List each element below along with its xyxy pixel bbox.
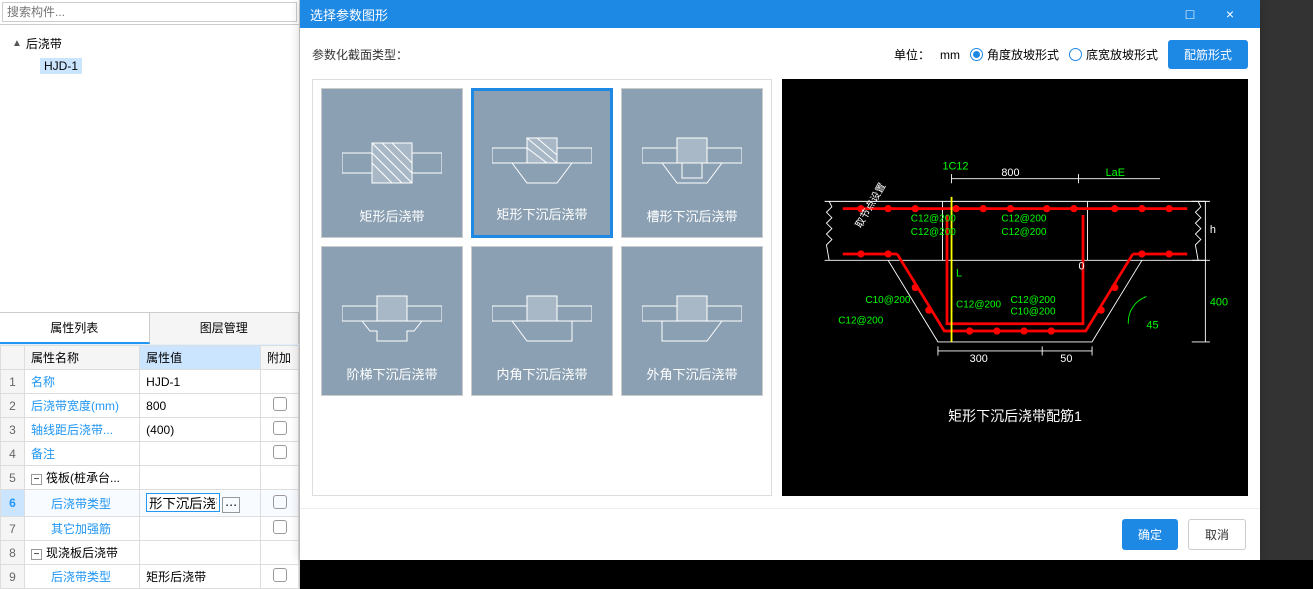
table-row[interactable]: 5−筏板(桩承台... [1,466,299,490]
svg-text:0: 0 [1078,260,1084,272]
tree-root-label: 后浇带 [26,35,62,52]
table-row[interactable]: 9后浇带类型矩形后浇带 [1,565,299,589]
svg-text:取节点设置: 取节点设置 [853,181,888,230]
svg-text:800: 800 [1001,167,1019,179]
unit-value: mm [940,48,960,62]
radio-angle-label: 角度放坡形式 [987,46,1059,63]
ok-button[interactable]: 确定 [1122,519,1178,550]
rebar-form-button[interactable]: 配筋形式 [1168,40,1248,69]
thumbnail-panel: 矩形后浇带矩形下沉后浇带槽形下沉后浇带阶梯下沉后浇带内角下沉后浇带外角下沉后浇带 [312,79,772,496]
search-box [0,0,299,25]
svg-text:h: h [1210,224,1216,236]
table-row[interactable]: 8−现浇板后浇带 [1,541,299,565]
preview-panel: 1C12 800 LaE h 0 400 L 300 50 45 取节点设置 C… [782,79,1248,496]
svg-text:C12@200: C12@200 [956,299,1001,310]
left-panel: ▲ 后浇带 HJD-1 属性列表 图层管理 属性名称 属性值 附加 1名称HJD… [0,0,300,589]
dialog-footer: 确定 取消 [300,508,1260,560]
cad-canvas-strip [300,560,1313,589]
dialog-toolbar: 参数化截面类型： 单位： mm 角度放坡形式 底宽放坡形式 配筋形式 [312,40,1248,69]
svg-text:C10@200: C10@200 [865,295,910,306]
svg-text:45: 45 [1146,319,1158,331]
dialog-title-text: 选择参数图形 [310,5,1170,24]
section-thumbnail[interactable]: 阶梯下沉后浇带 [321,246,463,396]
table-row[interactable]: 3轴线距后浇带...(400) [1,418,299,442]
tree-child[interactable]: HJD-1 [40,58,287,74]
svg-text:C12@200: C12@200 [1010,295,1055,306]
radio-angle-slope[interactable]: 角度放坡形式 [970,46,1059,63]
section-type-label: 参数化截面类型： [312,46,408,63]
radio-dot-icon [1069,48,1082,61]
section-thumbnail[interactable]: 槽形下沉后浇带 [621,88,763,238]
svg-text:C10@200: C10@200 [1010,307,1055,318]
svg-text:L: L [956,268,962,280]
tree-caret-icon: ▲ [12,38,22,49]
svg-text:C12@200: C12@200 [911,227,956,238]
radio-bottom-width[interactable]: 底宽放坡形式 [1069,46,1158,63]
table-row[interactable]: 1名称HJD-1 [1,370,299,394]
svg-text:300: 300 [970,353,988,365]
svg-text:50: 50 [1060,353,1072,365]
param-dialog: 选择参数图形 □ × 参数化截面类型： 单位： mm 角度放坡形式 底宽放坡形式… [300,0,1260,560]
cancel-button[interactable]: 取消 [1188,519,1246,550]
search-input[interactable] [2,2,297,22]
radio-dot-icon [970,48,983,61]
close-icon[interactable]: × [1210,4,1250,24]
preview-title: 矩形下沉后浇带配筋1 [948,406,1082,426]
preview-svg: 1C12 800 LaE h 0 400 L 300 50 45 取节点设置 C… [782,79,1248,496]
table-row[interactable]: 6后浇带类型⋯ [1,490,299,517]
svg-text:C12@200: C12@200 [1001,213,1046,224]
svg-text:400: 400 [1210,297,1228,309]
dialog-titlebar: 选择参数图形 □ × [300,0,1260,28]
component-tree: ▲ 后浇带 HJD-1 [0,25,299,312]
table-row[interactable]: 2后浇带宽度(mm)800 [1,394,299,418]
table-row[interactable]: 4备注 [1,442,299,466]
table-row[interactable]: 7其它加强筋 [1,517,299,541]
svg-text:C12@200: C12@200 [911,213,956,224]
maximize-icon[interactable]: □ [1170,4,1210,24]
svg-text:1C12: 1C12 [942,161,968,173]
tree-root[interactable]: ▲ 后浇带 [12,33,287,54]
tab-layers[interactable]: 图层管理 [150,313,300,344]
section-thumbnail[interactable]: 矩形下沉后浇带 [471,88,613,238]
tab-properties[interactable]: 属性列表 [0,313,150,344]
section-thumbnail[interactable]: 矩形后浇带 [321,88,463,238]
property-tabs: 属性列表 图层管理 [0,312,299,345]
svg-text:C12@200: C12@200 [838,316,883,327]
tree-child-label: HJD-1 [40,58,82,74]
col-value: 属性值 [140,346,261,370]
col-extra: 附加 [261,346,299,370]
section-thumbnail[interactable]: 内角下沉后浇带 [471,246,613,396]
section-thumbnail[interactable]: 外角下沉后浇带 [621,246,763,396]
radio-bottom-label: 底宽放坡形式 [1086,46,1158,63]
svg-text:LaE: LaE [1106,167,1125,179]
col-name: 属性名称 [25,346,140,370]
col-idx [1,346,25,370]
svg-text:C12@200: C12@200 [1001,227,1046,238]
unit-label: 单位： [894,46,930,63]
property-table: 属性名称 属性值 附加 1名称HJD-12后浇带宽度(mm)8003轴线距后浇带… [0,345,299,589]
